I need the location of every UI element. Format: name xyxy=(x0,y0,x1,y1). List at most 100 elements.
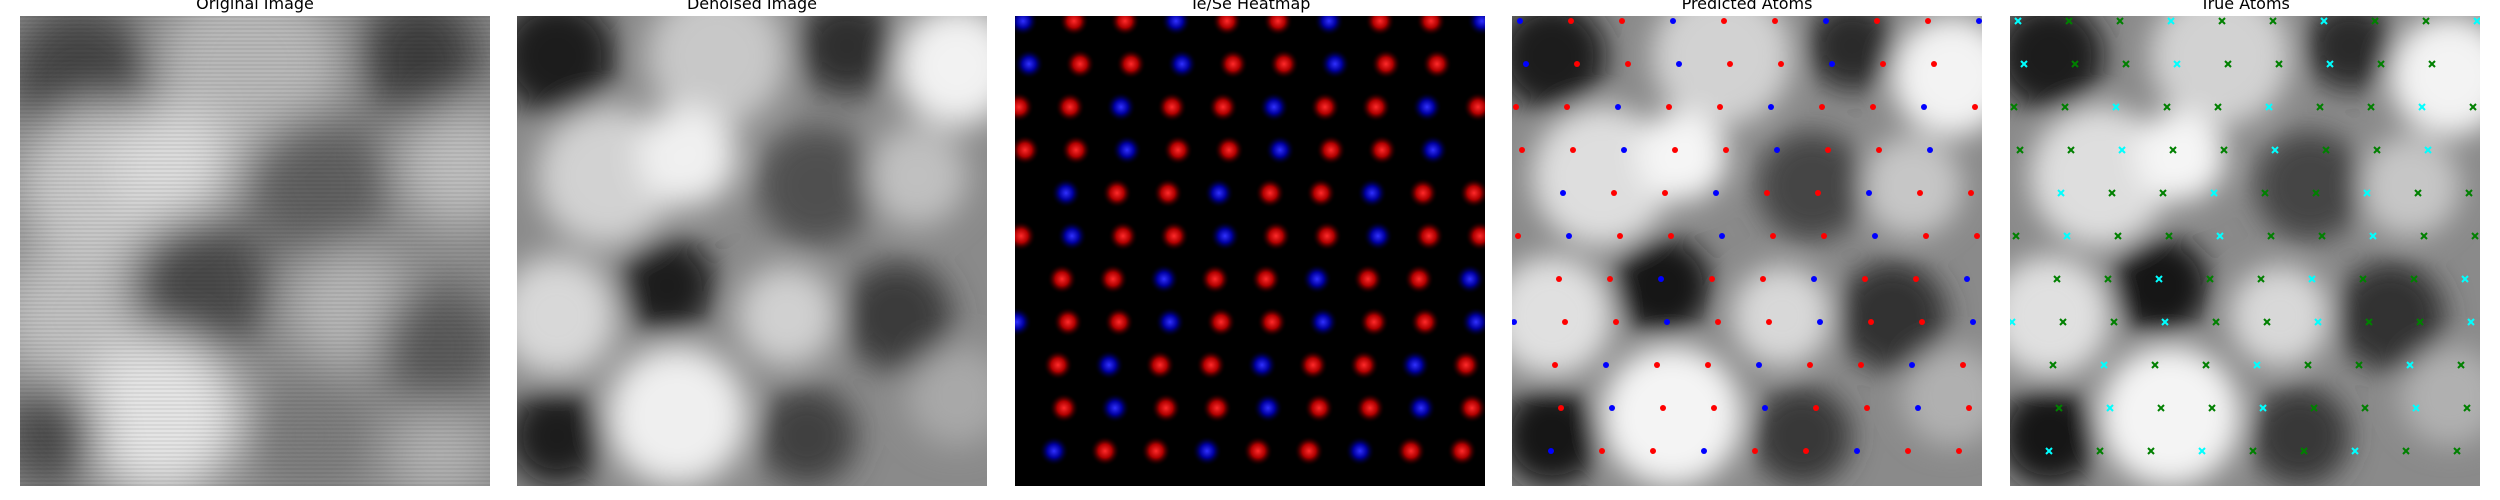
heatmap-spot-red xyxy=(1355,393,1385,423)
predicted-atom xyxy=(1660,405,1666,411)
predicted-atom xyxy=(1548,448,1554,454)
heatmap-spot-red xyxy=(1367,135,1397,165)
predicted-atom xyxy=(1727,61,1733,67)
predicted-atom xyxy=(1552,362,1558,368)
heatmap-image xyxy=(1015,16,1485,486)
predicted-atom xyxy=(1717,104,1723,110)
heatmap-spot-red xyxy=(1359,307,1389,337)
panel-original: Original Image xyxy=(20,0,490,500)
heatmap-spot-red xyxy=(1208,92,1238,122)
heatmap-spot-blue xyxy=(1039,436,1069,466)
heatmap-spot-red xyxy=(1371,49,1401,79)
predicted-atom xyxy=(1819,104,1825,110)
predicted-atom xyxy=(1719,233,1725,239)
heatmap-spot-red xyxy=(1361,92,1391,122)
predicted-atom xyxy=(1560,190,1566,196)
predicted-atom xyxy=(1723,147,1729,153)
heatmap-spot-red xyxy=(1200,264,1230,294)
predicted-atom xyxy=(1858,362,1864,368)
heatmap-spot-red xyxy=(1163,135,1193,165)
predicted-atom xyxy=(1515,233,1521,239)
predicted-atom xyxy=(1813,405,1819,411)
heatmap-spot-blue xyxy=(1015,49,1044,79)
heatmap-spot-blue xyxy=(1320,49,1350,79)
predicted-atom xyxy=(1705,362,1711,368)
heatmap-spot-red xyxy=(1269,49,1299,79)
true-atoms-image xyxy=(2010,16,2480,486)
predicted-atom xyxy=(1619,18,1625,24)
predicted-atom xyxy=(1556,276,1562,282)
predicted-atom xyxy=(1764,190,1770,196)
predicted-atom xyxy=(1760,276,1766,282)
predicted-atom xyxy=(1815,190,1821,196)
predicted-atom xyxy=(1752,448,1758,454)
heatmap-spot-red xyxy=(1214,135,1244,165)
predicted-atom xyxy=(1964,276,1970,282)
predicted-atom xyxy=(1974,233,1980,239)
heatmap-spot-blue xyxy=(1308,307,1338,337)
heatmap-spot-blue xyxy=(1363,221,1393,251)
heatmap-spot-red xyxy=(1396,436,1426,466)
predicted-atom xyxy=(1829,61,1835,67)
heatmap-spot-red xyxy=(1145,350,1175,380)
predicted-atom xyxy=(1921,104,1927,110)
heatmap-spot-red xyxy=(1312,221,1342,251)
heatmap-spot-red xyxy=(1404,264,1434,294)
heatmap-spot-red xyxy=(1202,393,1232,423)
heatmap-spot-red xyxy=(1141,436,1171,466)
predicted-atom xyxy=(1621,147,1627,153)
predicted-atom xyxy=(1909,362,1915,368)
panel-predicted: Predicted Atoms xyxy=(1512,0,1982,500)
heatmap-spot-blue xyxy=(1265,135,1295,165)
heatmap-spot-red xyxy=(1153,178,1183,208)
predicted-atom xyxy=(1517,18,1523,24)
predicted-atom xyxy=(1564,104,1570,110)
predicted-atom xyxy=(1931,61,1937,67)
predicted-atom xyxy=(1599,448,1605,454)
heatmap-spot-blue xyxy=(1253,393,1283,423)
heatmap-spot-blue xyxy=(1455,264,1485,294)
heatmap-spot-blue xyxy=(1345,436,1375,466)
predicted-atom xyxy=(1713,190,1719,196)
heatmap-spot-red xyxy=(1261,221,1291,251)
predicted-atom xyxy=(1613,319,1619,325)
heatmap-spot-red xyxy=(1047,264,1077,294)
heatmap-spot-red xyxy=(1316,135,1346,165)
heatmap-spot-blue xyxy=(1412,92,1442,122)
heatmap-spot-red xyxy=(1349,350,1379,380)
heatmap-spot-blue xyxy=(1167,49,1197,79)
panel-title: Original Image xyxy=(20,0,490,13)
predicted-atom xyxy=(1866,190,1872,196)
predicted-atom xyxy=(1917,190,1923,196)
heatmap-spot-red xyxy=(1255,178,1285,208)
predicted-atom xyxy=(1770,233,1776,239)
heatmap-spot-blue xyxy=(1302,264,1332,294)
predicted-atom xyxy=(1523,61,1529,67)
heatmap-spot-red xyxy=(1108,221,1138,251)
heatmap-spot-red xyxy=(1206,307,1236,337)
heatmap-spot-blue xyxy=(1357,178,1387,208)
predicted-atom xyxy=(1803,448,1809,454)
predicted-atom xyxy=(1923,233,1929,239)
predicted-atom xyxy=(1872,233,1878,239)
predicted-atom xyxy=(1658,276,1664,282)
heatmap-spot-blue xyxy=(1406,393,1436,423)
predicted-atom xyxy=(1625,61,1631,67)
heatmap-spot-red xyxy=(1159,221,1189,251)
predicted-atom xyxy=(1868,319,1874,325)
heatmap-spot-blue xyxy=(1106,92,1136,122)
predicted-atom xyxy=(1609,405,1615,411)
heatmap-spot-blue xyxy=(1149,264,1179,294)
panel-title: Denoised Image xyxy=(517,0,987,13)
heatmap-spot-blue xyxy=(1259,92,1289,122)
predicted-atom xyxy=(1870,104,1876,110)
predicted-atom xyxy=(1568,18,1574,24)
predicted-atom xyxy=(1513,104,1519,110)
heatmap-spot-red xyxy=(1055,92,1085,122)
heatmap-spot-red xyxy=(1151,393,1181,423)
predicted-atom xyxy=(1774,147,1780,153)
predicted-atom xyxy=(1915,405,1921,411)
predicted-atom xyxy=(1611,190,1617,196)
heatmap-spot-red xyxy=(1061,135,1091,165)
heatmap-spot-red xyxy=(1243,436,1273,466)
